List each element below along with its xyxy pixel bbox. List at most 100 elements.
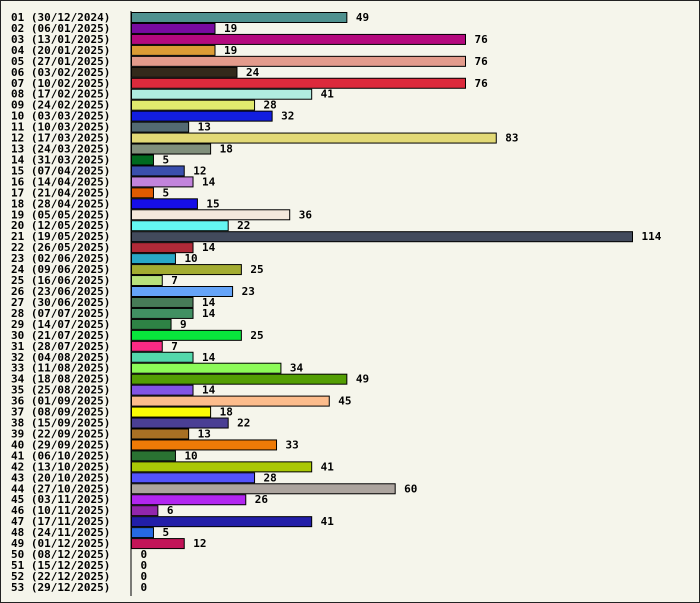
value-label: 45 (338, 395, 351, 408)
category-label: 23 (02/06/2025) (11, 252, 110, 265)
value-label: 12 (193, 537, 206, 550)
bar (131, 505, 159, 517)
category-label: 53 (29/12/2025) (11, 581, 110, 594)
bar (131, 450, 176, 462)
category-label: 31 (28/07/2025) (11, 340, 110, 353)
category-label: 22 (26/05/2025) (11, 241, 110, 254)
value-label: 0 (141, 548, 148, 561)
category-label: 46 (10/11/2025) (11, 504, 110, 517)
bar (131, 384, 194, 396)
value-label: 41 (321, 460, 335, 473)
bar (131, 329, 242, 341)
bar (131, 99, 256, 111)
value-label: 12 (193, 164, 206, 177)
value-label: 14 (202, 175, 216, 188)
bar (131, 318, 172, 330)
category-label: 51 (15/12/2025) (11, 559, 110, 572)
category-label: 19 (05/05/2025) (11, 208, 110, 221)
bar (131, 220, 229, 232)
value-label: 33 (286, 438, 299, 451)
value-label: 25 (250, 263, 263, 276)
bar (131, 66, 238, 78)
category-label: 15 (07/04/2025) (11, 164, 110, 177)
value-label: 0 (141, 570, 148, 583)
bar (131, 461, 313, 473)
category-label: 26 (23/06/2025) (11, 285, 110, 298)
category-label: 48 (24/11/2025) (11, 526, 110, 539)
value-label: 14 (202, 296, 216, 309)
category-label: 24 (09/06/2025) (11, 263, 110, 276)
category-label: 01 (30/12/2024) (11, 11, 110, 24)
category-label: 39 (22/09/2025) (11, 427, 110, 440)
category-label: 52 (22/12/2025) (11, 570, 110, 583)
value-label: 114 (642, 230, 662, 243)
category-label: 02 (06/01/2025) (11, 22, 110, 35)
bar (131, 209, 291, 221)
bar (131, 121, 190, 133)
value-label: 22 (237, 219, 250, 232)
category-label: 14 (31/03/2025) (11, 153, 110, 166)
bar (131, 439, 278, 451)
bar (131, 143, 212, 155)
bar (131, 198, 198, 210)
category-label: 30 (21/07/2025) (11, 329, 110, 342)
bar (131, 494, 247, 506)
bar (131, 187, 154, 199)
value-label: 28 (264, 471, 277, 484)
value-label: 15 (206, 197, 219, 210)
bar (131, 44, 216, 56)
category-label: 28 (07/07/2025) (11, 307, 110, 320)
value-label: 26 (255, 493, 269, 506)
bar (131, 417, 229, 429)
value-label: 0 (141, 581, 148, 594)
bar (131, 373, 348, 385)
value-label: 13 (198, 121, 211, 134)
category-label: 05 (27/01/2025) (11, 55, 110, 68)
bar (131, 296, 194, 308)
bar (131, 351, 194, 363)
value-label: 5 (162, 153, 169, 166)
category-label: 40 (29/09/2025) (11, 438, 110, 451)
bar (131, 253, 176, 265)
category-label: 38 (15/09/2025) (11, 417, 110, 430)
bar (131, 538, 185, 550)
category-label: 12 (17/03/2025) (11, 132, 110, 145)
category-label: 41 (06/10/2025) (11, 449, 110, 462)
category-label: 16 (14/04/2025) (11, 175, 110, 188)
bar (131, 428, 190, 440)
value-label: 0 (141, 559, 148, 572)
value-label: 41 (321, 88, 335, 101)
value-label: 49 (356, 11, 369, 24)
category-label: 44 (27/10/2025) (11, 482, 110, 495)
value-label: 10 (184, 449, 197, 462)
value-label: 76 (475, 77, 489, 90)
category-label: 11 (10/03/2025) (11, 121, 110, 134)
category-label: 07 (10/02/2025) (11, 77, 110, 90)
category-label: 42 (13/10/2025) (11, 460, 110, 473)
category-label: 33 (11/08/2025) (11, 362, 110, 375)
category-label: 43 (20/10/2025) (11, 471, 110, 484)
category-label: 50 (08/12/2025) (11, 548, 110, 561)
value-label: 7 (171, 274, 178, 287)
value-label: 5 (162, 526, 169, 539)
value-label: 19 (224, 44, 237, 57)
category-label: 47 (17/11/2025) (11, 515, 110, 528)
value-label: 14 (202, 351, 216, 364)
category-label: 08 (17/02/2025) (11, 88, 110, 101)
category-label: 10 (03/03/2025) (11, 110, 110, 123)
value-label: 6 (167, 504, 174, 517)
value-label: 10 (184, 252, 197, 265)
value-label: 76 (475, 55, 489, 68)
category-label: 21 (19/05/2025) (11, 230, 110, 243)
value-label: 76 (475, 33, 489, 46)
bar (131, 527, 154, 539)
value-label: 7 (171, 340, 178, 353)
category-label: 49 (01/12/2025) (11, 537, 110, 550)
bar (131, 362, 282, 374)
value-label: 22 (237, 417, 250, 430)
bar (131, 33, 466, 45)
value-label: 18 (220, 406, 233, 419)
category-label: 17 (21/04/2025) (11, 186, 110, 199)
